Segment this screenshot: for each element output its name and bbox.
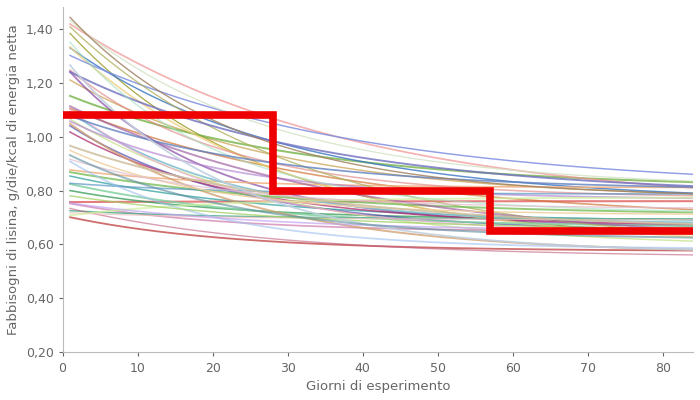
Y-axis label: Fabbisogni di lisina, g/die/kcal di energia netta: Fabbisogni di lisina, g/die/kcal di ener… (7, 24, 20, 335)
X-axis label: Giorni di esperimento: Giorni di esperimento (305, 380, 450, 393)
